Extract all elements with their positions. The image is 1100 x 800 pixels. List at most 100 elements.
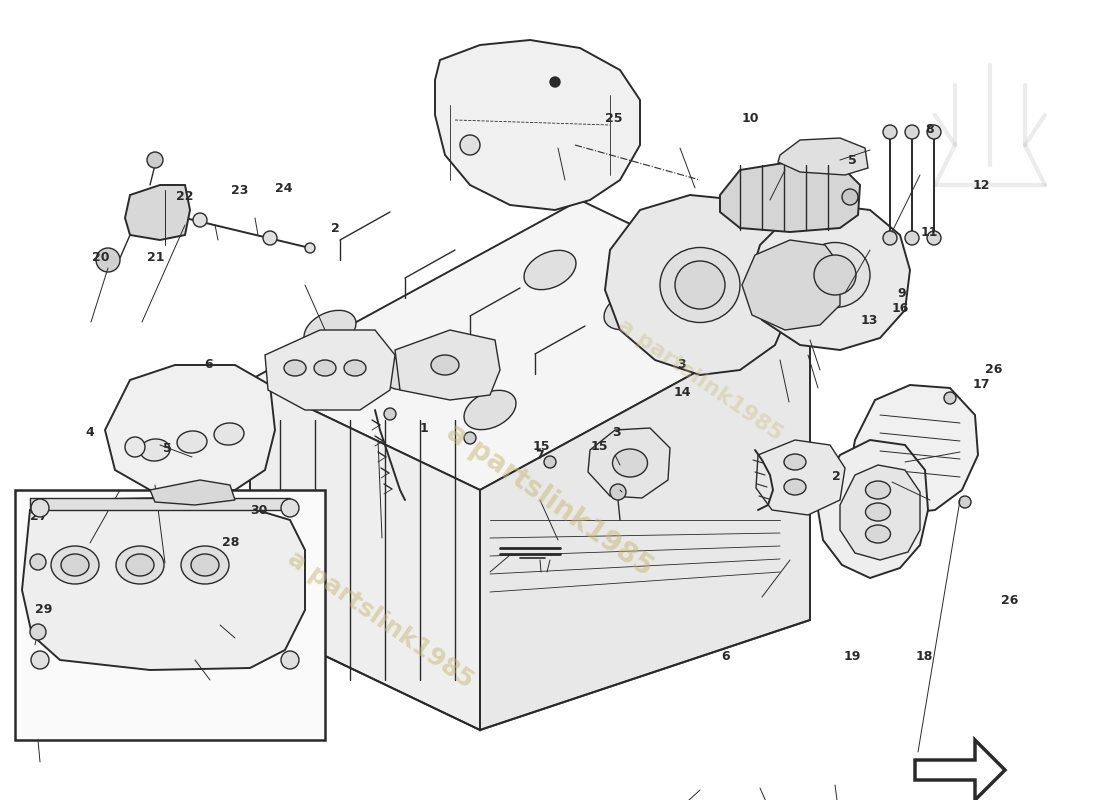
Polygon shape [756, 440, 845, 515]
Text: 6: 6 [205, 358, 213, 370]
Polygon shape [22, 498, 305, 670]
Text: 3: 3 [678, 358, 686, 370]
Polygon shape [588, 428, 670, 498]
Ellipse shape [284, 360, 306, 376]
Text: 13: 13 [860, 314, 878, 326]
Ellipse shape [60, 554, 89, 576]
Ellipse shape [191, 554, 219, 576]
Text: 25: 25 [605, 112, 623, 125]
Text: 15: 15 [591, 440, 608, 453]
Circle shape [624, 480, 636, 492]
Ellipse shape [866, 481, 891, 499]
Ellipse shape [613, 449, 648, 477]
Text: 5: 5 [163, 442, 172, 454]
Ellipse shape [214, 423, 244, 445]
Polygon shape [250, 380, 480, 730]
Polygon shape [104, 365, 275, 490]
Ellipse shape [384, 350, 436, 390]
Text: 29: 29 [35, 603, 53, 616]
Ellipse shape [126, 554, 154, 576]
Text: 3: 3 [612, 426, 620, 438]
Ellipse shape [182, 546, 229, 584]
Ellipse shape [866, 503, 891, 521]
Circle shape [905, 231, 918, 245]
Circle shape [550, 77, 560, 87]
Text: 17: 17 [972, 378, 990, 390]
Text: 16: 16 [891, 302, 909, 314]
Circle shape [464, 432, 476, 444]
Text: 9: 9 [898, 287, 906, 300]
Ellipse shape [51, 546, 99, 584]
Ellipse shape [866, 525, 891, 543]
Circle shape [280, 499, 299, 517]
Polygon shape [840, 465, 920, 560]
Polygon shape [395, 330, 500, 400]
Polygon shape [720, 162, 860, 232]
Circle shape [31, 651, 50, 669]
Ellipse shape [800, 242, 870, 307]
Text: a partslink1985: a partslink1985 [283, 546, 477, 694]
Ellipse shape [314, 360, 336, 376]
Circle shape [147, 152, 163, 168]
Polygon shape [265, 330, 395, 410]
Ellipse shape [304, 310, 356, 350]
Circle shape [460, 135, 480, 155]
Ellipse shape [116, 546, 164, 584]
Polygon shape [250, 200, 810, 490]
Ellipse shape [177, 431, 207, 453]
Text: 21: 21 [147, 251, 165, 264]
Ellipse shape [140, 439, 170, 461]
Text: 26: 26 [984, 363, 1002, 376]
Text: a partslink1985: a partslink1985 [614, 315, 786, 445]
Text: 6: 6 [722, 650, 730, 662]
Circle shape [280, 651, 299, 669]
Text: 19: 19 [844, 650, 861, 662]
Text: 11: 11 [921, 226, 938, 238]
Circle shape [304, 384, 316, 396]
Text: 5: 5 [848, 154, 857, 166]
Circle shape [263, 231, 277, 245]
Ellipse shape [684, 330, 736, 370]
Text: 30: 30 [250, 504, 267, 517]
Bar [15, 490, 324, 740]
Polygon shape [605, 195, 790, 375]
Circle shape [842, 189, 858, 205]
Circle shape [31, 499, 50, 517]
Ellipse shape [814, 255, 856, 295]
Ellipse shape [784, 479, 806, 495]
Circle shape [927, 125, 940, 139]
Text: 7: 7 [535, 450, 543, 462]
Polygon shape [150, 480, 235, 505]
Circle shape [125, 437, 145, 457]
Text: 20: 20 [92, 251, 110, 264]
Polygon shape [748, 205, 910, 350]
Text: 24: 24 [275, 182, 293, 194]
Ellipse shape [344, 360, 366, 376]
Text: 23: 23 [231, 184, 249, 197]
Circle shape [905, 125, 918, 139]
Circle shape [610, 484, 626, 500]
Text: 1: 1 [419, 422, 428, 434]
Ellipse shape [524, 250, 576, 290]
Circle shape [927, 231, 940, 245]
Circle shape [883, 231, 896, 245]
Circle shape [544, 456, 556, 468]
Text: 2: 2 [832, 470, 840, 482]
Circle shape [192, 213, 207, 227]
Text: 26: 26 [1001, 594, 1019, 606]
Text: a partslink1985: a partslink1985 [441, 418, 659, 582]
Circle shape [959, 496, 971, 508]
Circle shape [30, 554, 46, 570]
Polygon shape [434, 40, 640, 210]
Text: 4: 4 [86, 426, 95, 438]
Text: 27: 27 [30, 510, 47, 522]
Text: 15: 15 [532, 440, 550, 453]
Ellipse shape [675, 261, 725, 309]
Ellipse shape [660, 247, 740, 322]
Circle shape [30, 624, 46, 640]
Text: 18: 18 [915, 650, 933, 662]
Polygon shape [125, 185, 190, 240]
Circle shape [96, 248, 120, 272]
Text: 12: 12 [972, 179, 990, 192]
Polygon shape [778, 138, 868, 175]
